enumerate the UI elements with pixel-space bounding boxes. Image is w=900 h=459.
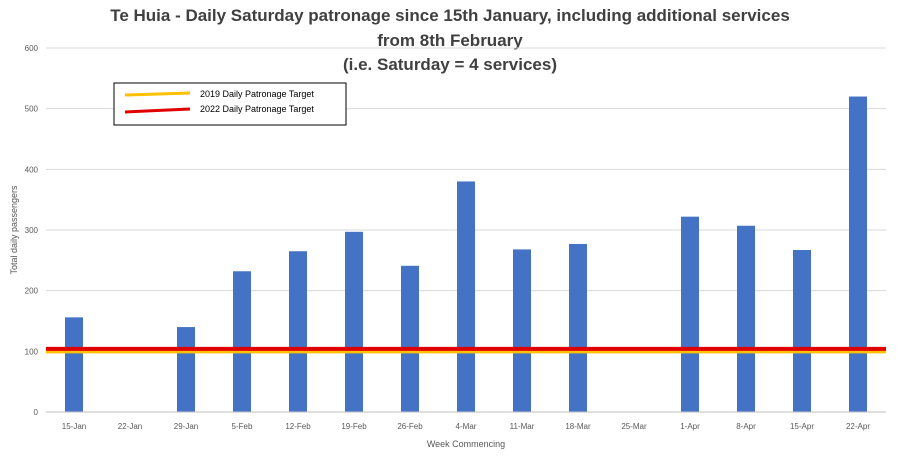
bar-15-Apr <box>793 250 811 412</box>
chart-title-line-2: from 8th February <box>377 31 523 50</box>
x-tick-label: 29-Jan <box>174 422 198 431</box>
y-tick-label: 200 <box>25 287 39 296</box>
legend-swatch-2022 <box>124 107 191 114</box>
bar-26-Feb <box>401 265 419 412</box>
bar-11-Mar <box>513 249 531 412</box>
legend-swatch-2019 <box>124 91 191 97</box>
x-tick-label: 5-Feb <box>232 422 253 431</box>
legend-label-2022: 2022 Daily Patronage Target <box>200 104 314 114</box>
x-tick-label: 19-Feb <box>341 422 367 431</box>
chart-title-line-3: (i.e. Saturday = 4 services) <box>342 55 558 74</box>
x-axis-label: Week Commencing <box>427 439 505 449</box>
y-tick-label: 600 <box>25 44 39 53</box>
bar-29-Jan <box>177 327 195 412</box>
bar-4-Mar <box>457 181 475 412</box>
legend-label-2019: 2019 Daily Patronage Target <box>200 89 314 99</box>
y-tick-label: 0 <box>34 408 39 417</box>
bar-18-Mar <box>569 243 587 412</box>
x-tick-label: 4-Mar <box>456 422 477 431</box>
y-tick-label: 500 <box>25 105 39 114</box>
x-tick-label: 26-Feb <box>397 422 423 431</box>
y-tick-label: 300 <box>25 226 39 235</box>
y-tick-label: 400 <box>25 165 39 174</box>
x-tick-label: 18-Mar <box>565 422 591 431</box>
bar-12-Feb <box>289 251 307 412</box>
x-tick-label: 15-Apr <box>790 422 814 431</box>
x-tick-label: 1-Apr <box>680 422 700 431</box>
legend: 2019 Daily Patronage Target 2022 Daily P… <box>113 82 347 126</box>
x-tick-label: 22-Jan <box>118 422 142 431</box>
x-tick-label: 12-Feb <box>285 422 311 431</box>
x-tick-label: 11-Mar <box>510 422 535 431</box>
y-tick-label: 100 <box>25 347 39 356</box>
x-tick-label: 22-Apr <box>846 422 870 431</box>
legend-box <box>113 82 347 126</box>
bar-15-Jan <box>65 317 83 412</box>
bar-5-Feb <box>233 271 251 412</box>
bar-1-Apr <box>681 216 699 412</box>
bar-22-Apr <box>849 96 867 413</box>
bar-19-Feb <box>345 231 363 412</box>
x-tick-label: 15-Jan <box>62 422 86 431</box>
chart-title-line-1: Te Huia - Daily Saturday patronage since… <box>110 6 790 25</box>
x-tick-label: 8-Apr <box>736 422 756 431</box>
y-axis-label: Total daily passengers <box>9 185 19 275</box>
x-tick-label: 25-Mar <box>621 422 647 431</box>
bar-8-Apr <box>737 225 755 412</box>
